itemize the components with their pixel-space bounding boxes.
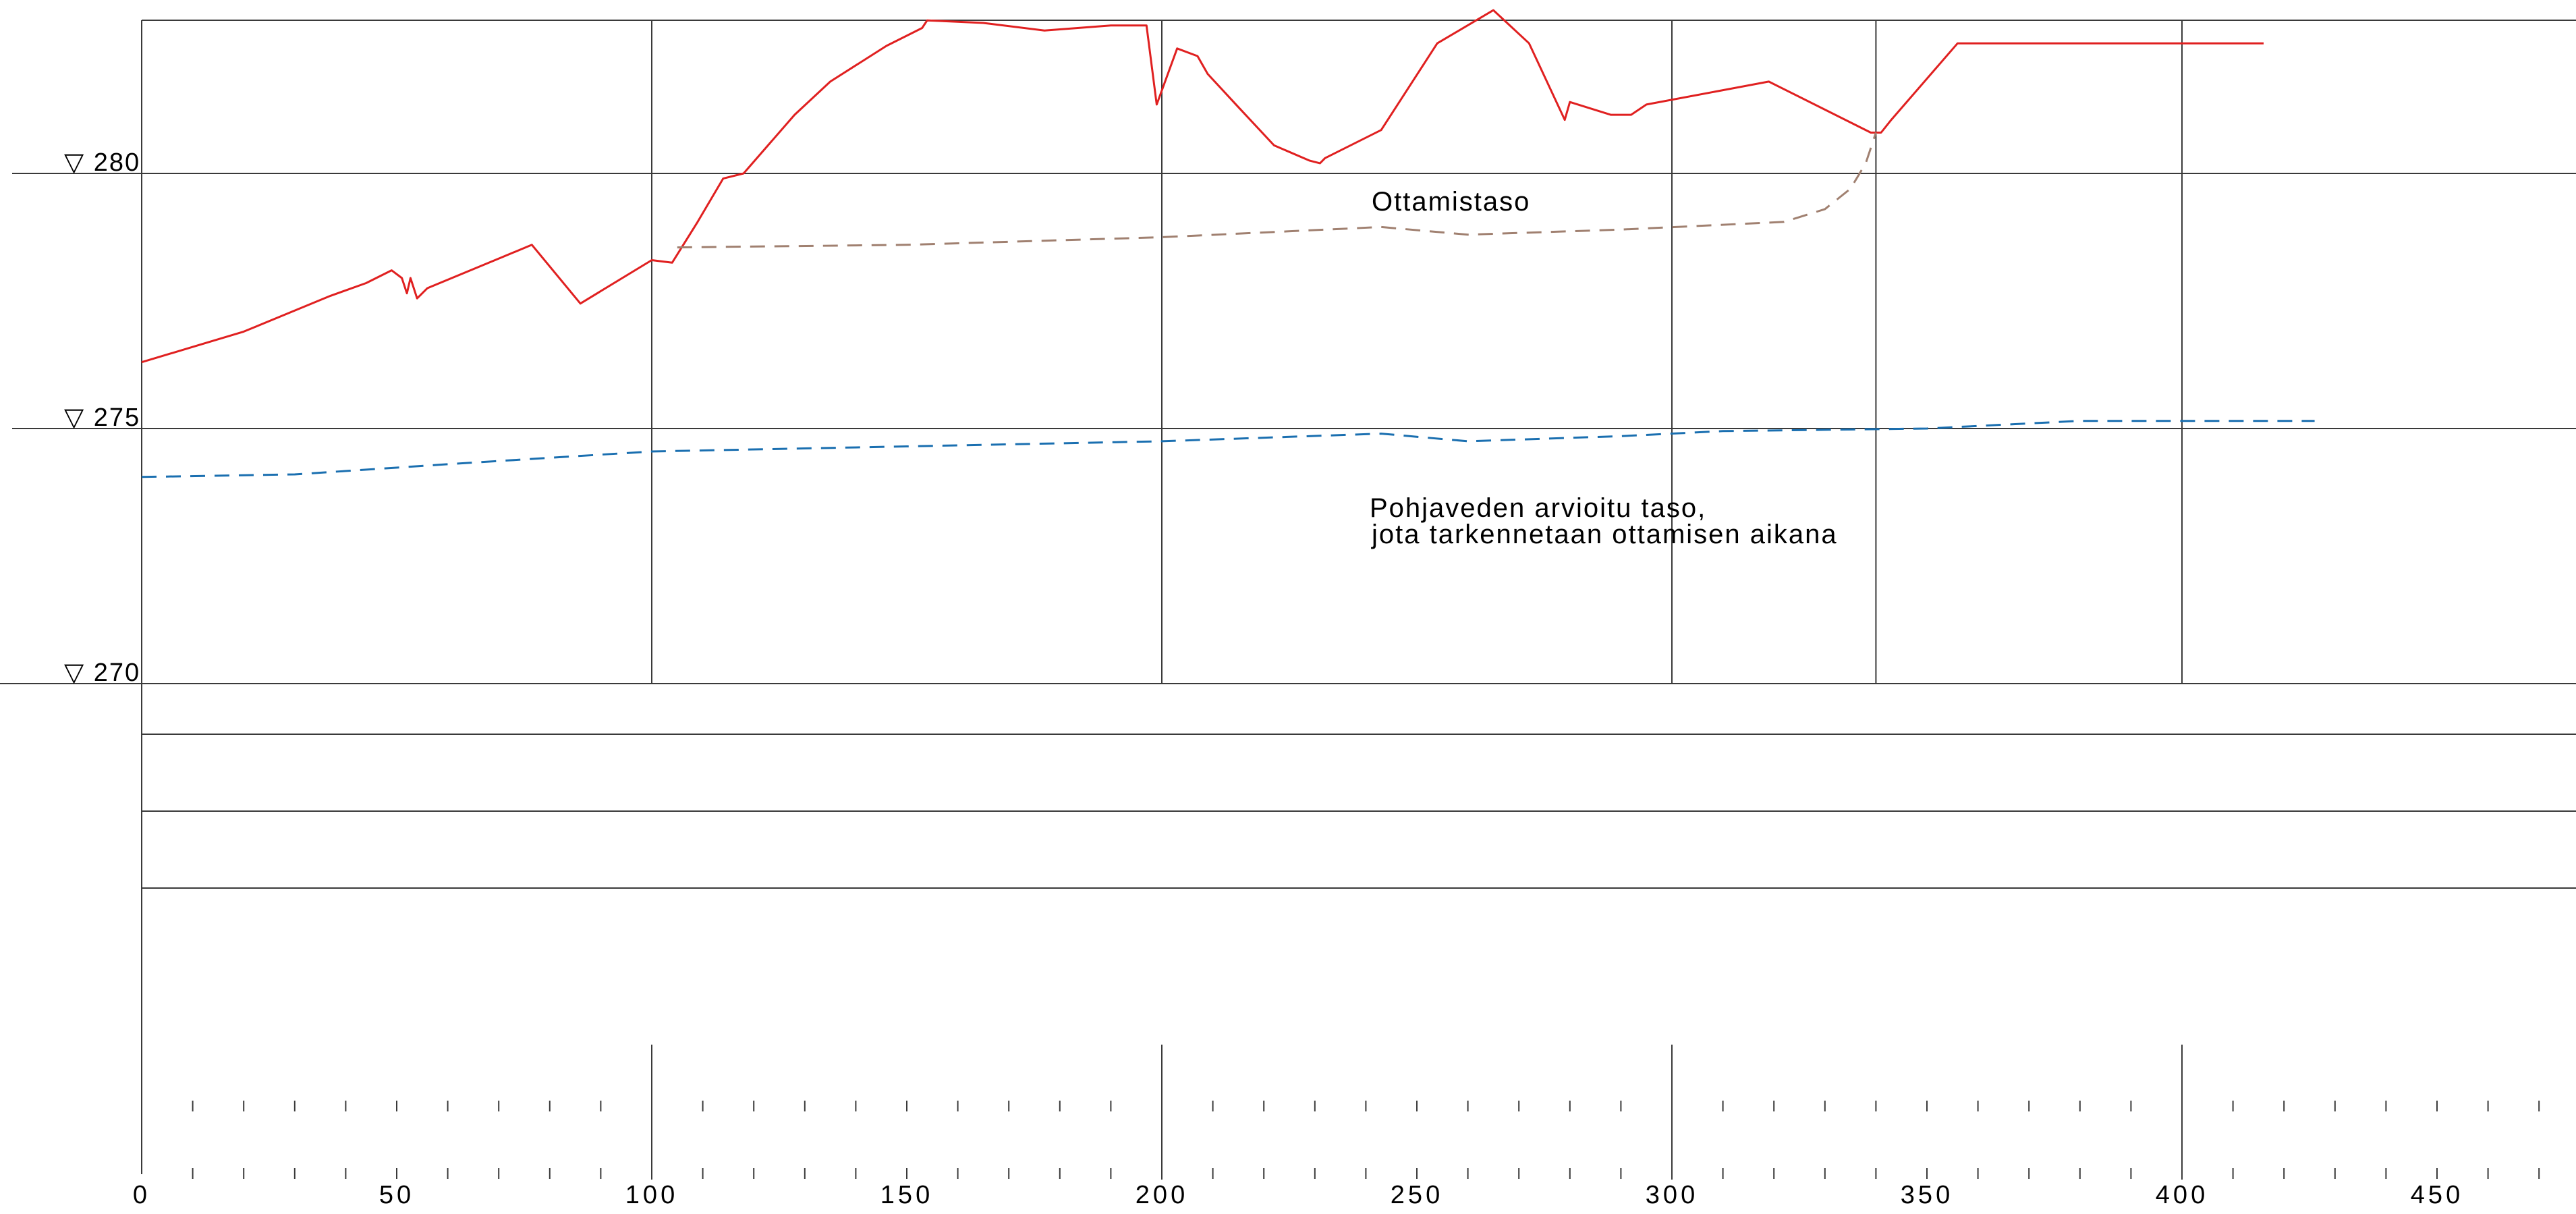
groundwater-label-line1: Pohjaveden arvioitu taso, [1370, 493, 1706, 523]
ottamistaso-line [677, 132, 1877, 249]
x-tick-label-350: 350 [1901, 1181, 1953, 1209]
x-tick-label-200: 200 [1136, 1181, 1188, 1209]
x-tick-label-300: 300 [1646, 1181, 1698, 1209]
grid-layer [0, 20, 2576, 1180]
elevation-label-270: ▽ 270 [64, 659, 140, 687]
ottamistaso-label: Ottamistaso [1372, 187, 1530, 217]
x-tick-label-400: 400 [2156, 1181, 2208, 1209]
x-tick-label-50: 50 [379, 1181, 414, 1209]
elevation-label-280: ▽ 280 [64, 148, 140, 177]
elevation-label-275: ▽ 275 [64, 404, 140, 432]
groundwater-label-line2: jota tarkennetaan ottamisen aikana [1371, 520, 1838, 549]
x-tick-label-0: 0 [133, 1181, 150, 1209]
x-tick-label-150: 150 [880, 1181, 933, 1209]
series-layer [141, 9, 2315, 478]
terrain-surface-line [141, 9, 2264, 364]
x-tick-label-100: 100 [625, 1181, 678, 1209]
label-layer: ▽ 280 ▽ 275 ▽ 270 Ottamistaso Pohjaveden… [64, 148, 1838, 687]
groundwater-level-line [141, 420, 2315, 478]
x-tick-label-450: 450 [2411, 1181, 2463, 1209]
x-tick-label-250: 250 [1391, 1181, 1443, 1209]
x-axis-tick-labels: 0 50 100 150 200 250 300 350 400 450 [133, 1181, 2463, 1209]
